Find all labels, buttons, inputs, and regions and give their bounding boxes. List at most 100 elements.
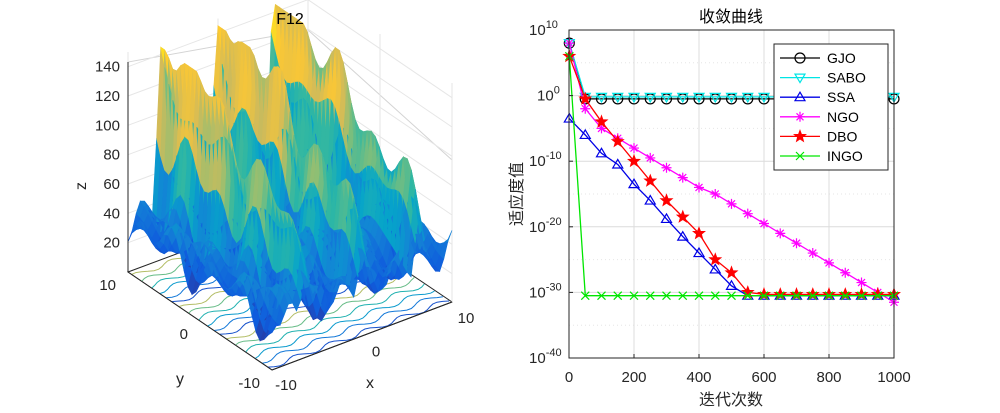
z-tick-label: 60 [103,176,120,193]
legend-marker [793,91,807,102]
data-point-ngo [661,162,672,173]
legend-entry: INGO [780,148,863,164]
data-point-sabo [660,92,673,104]
legend-entry: GJO [780,50,856,66]
contour-line [254,290,435,359]
data-point-ngo [807,248,818,259]
legend-label: SSA [827,89,856,105]
y-tick-exponent: -10 [546,150,562,162]
surface-title: F12 [276,11,304,28]
data-point-ngo [759,218,769,229]
z-tick-label: 40 [103,205,120,222]
y-tick-base: 10 [529,284,546,301]
data-point-ingo [662,291,671,301]
data-point-ingo [824,291,834,301]
z-tick-label: 20 [103,235,120,252]
data-point-ssa [579,128,592,140]
y-tick-label: 100 [537,85,560,105]
data-point-ngo [726,198,737,209]
convergence-plot: 0 200 400 600 800 1000 101010010-1010-2010-30… [507,7,911,409]
z-tick-label: 100 [95,117,120,134]
data-point-ngo [694,182,704,193]
legend-label: DBO [827,128,857,144]
z-tick-label: 80 [103,147,120,164]
data-point-sabo [595,92,608,104]
data-point-ngo [596,123,607,134]
contour-line [245,283,425,353]
data-point-ngo [840,267,851,278]
y-tick-base: 10 [529,22,546,39]
y-tick-label: 10-30 [529,281,562,301]
data-point-sabo [627,92,641,104]
data-point-dbo [578,91,593,105]
data-point-sabo [644,92,657,104]
data-point-dbo [675,209,690,223]
data-point-dbo [757,287,771,301]
data-point-ssa [709,263,722,274]
y-tick-base: 10 [529,153,546,170]
data-point-dbo [594,114,609,128]
data-point-dbo [724,265,739,279]
data-point-ngo [824,257,834,268]
data-point-ssa [692,246,706,258]
data-point-ingo [645,291,655,301]
y-tick-label: 10-20 [529,216,562,236]
legend-label: SABO [827,70,866,86]
x-axis-label: x [366,375,374,392]
y-tick-exponent: -20 [546,216,562,228]
legend-marker [794,52,806,64]
data-point-dbo [773,287,788,301]
data-point-ngo [580,103,591,114]
data-point-ngo [645,152,656,163]
x-tick-labels: -10 0 10 [275,310,474,394]
data-point-dbo [708,252,723,266]
data-point-ingo [678,291,688,301]
data-point-dbo [805,287,820,301]
y-tick-base: 10 [529,350,546,367]
contour-line [262,296,443,364]
x-tick-label: 0 [565,369,573,386]
y-tick-base: 10 [529,219,546,236]
contour-line [267,300,450,368]
y-tick-base: 10 [537,88,554,105]
convergence-ylabel: 适应度值 [507,162,526,226]
data-point-dbo [692,226,706,240]
y-tick-labels: -10 0 10 [99,277,260,392]
legend-label: NGO [827,109,859,125]
data-point-ssa [644,194,657,205]
z-axis-label: z [73,182,90,190]
data-point-ingo [580,291,590,301]
plot-frame [568,29,895,359]
data-point-ingo [597,291,606,301]
legend-marker [795,111,805,122]
z-tick-labels: 20 40 60 80 100 120 140 [95,59,120,252]
data-point-dbo [822,287,836,301]
convergence-xlabel: 迭代次数 [699,390,763,409]
surface-mesh [127,3,453,342]
legend-label: INGO [827,148,863,164]
x-axis-line [271,301,453,371]
data-point-ingo [857,291,866,301]
data-point-ssa [611,158,624,169]
data-point-ingo [743,291,753,301]
data-point-dbo [643,173,658,187]
data-point-ngo [856,277,867,288]
y-tick-exponent: -30 [546,281,562,293]
y-axis-label: y [176,371,184,388]
legend-entry: SABO [780,70,866,86]
legend: GJO SABO SSA NGO DBO INGO [773,43,889,171]
y-tick-exponent: 0 [554,85,560,97]
x-tick-label: 1000 [877,369,910,386]
data-point-ssa [595,147,608,158]
legend-entry: DBO [780,128,857,144]
x-tick-label: 400 [686,369,711,386]
data-point-ssa [627,177,641,189]
data-point-ssa [660,212,673,224]
legend-label: GJO [827,50,856,66]
data-point-ngo [629,143,639,154]
y-tick-label: -10 [238,375,260,392]
data-point-dbo [870,287,885,301]
data-point-ingo [792,291,801,301]
